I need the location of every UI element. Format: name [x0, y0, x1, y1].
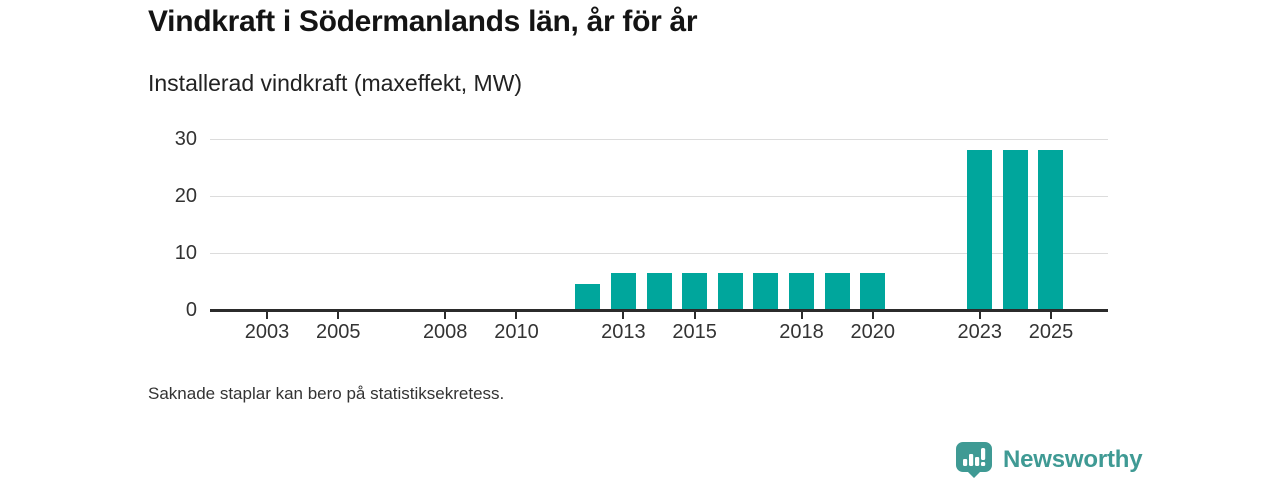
- bar-2020: [860, 272, 886, 310]
- bar-2014: [646, 272, 672, 310]
- chart-title: Vindkraft i Södermanlands län, år för år: [148, 5, 698, 38]
- bar-2017: [753, 272, 779, 310]
- x-axis-tick-label: 2008: [422, 321, 468, 343]
- x-axis-tick-label: 2010: [494, 321, 539, 343]
- x-axis-tick-label: 2015: [672, 321, 717, 343]
- x-axis-tick-label: 2013: [601, 321, 646, 343]
- newsworthy-logo: Newsworthy: [954, 441, 1143, 478]
- x-axis-tick-label: 2005: [316, 321, 361, 343]
- y-gridline: [210, 195, 1108, 197]
- bar-2025: [1038, 150, 1064, 310]
- bar-2019: [824, 272, 850, 310]
- newsworthy-wordmark: Newsworthy: [1003, 445, 1143, 473]
- x-axis-tick-label: 2025: [1028, 321, 1074, 343]
- bar-2012: [575, 284, 601, 310]
- chart-subtitle: Installerad vindkraft (maxeffekt, MW): [148, 70, 523, 96]
- y-axis-tick-label: 10: [174, 242, 197, 264]
- y-axis-tick-label: 0: [185, 299, 197, 321]
- x-axis-tick: [693, 311, 696, 319]
- bar-2024: [1002, 150, 1028, 310]
- x-axis-tick: [871, 311, 874, 319]
- bar-2016: [717, 272, 743, 310]
- bar-2013: [610, 272, 636, 310]
- x-axis-line: [210, 308, 1108, 312]
- x-axis-tick-label: 2018: [779, 321, 824, 343]
- bar-2023: [967, 150, 993, 310]
- x-axis-tick-label: 2023: [957, 321, 1002, 343]
- x-axis-tick: [337, 311, 340, 319]
- y-gridline: [210, 138, 1108, 140]
- footnote: Saknade staplar kan bero på statistiksek…: [148, 384, 505, 403]
- chart-speech-bubble-icon: [954, 441, 994, 478]
- bar-2018: [789, 272, 815, 310]
- x-axis-tick: [444, 311, 447, 319]
- x-axis-tick-label: 2020: [850, 321, 896, 343]
- y-gridline: [210, 252, 1108, 254]
- x-axis-tick: [515, 311, 518, 319]
- x-axis-tick: [800, 311, 803, 319]
- y-axis-tick-label: 20: [174, 185, 197, 207]
- x-axis-tick: [978, 311, 981, 319]
- x-axis-tick: [266, 311, 269, 319]
- y-axis-tick-label: 30: [174, 128, 197, 150]
- x-axis-tick: [1049, 311, 1052, 319]
- bar-2015: [682, 272, 708, 310]
- x-axis-tick: [622, 311, 625, 319]
- x-axis-tick-label: 2003: [244, 321, 290, 343]
